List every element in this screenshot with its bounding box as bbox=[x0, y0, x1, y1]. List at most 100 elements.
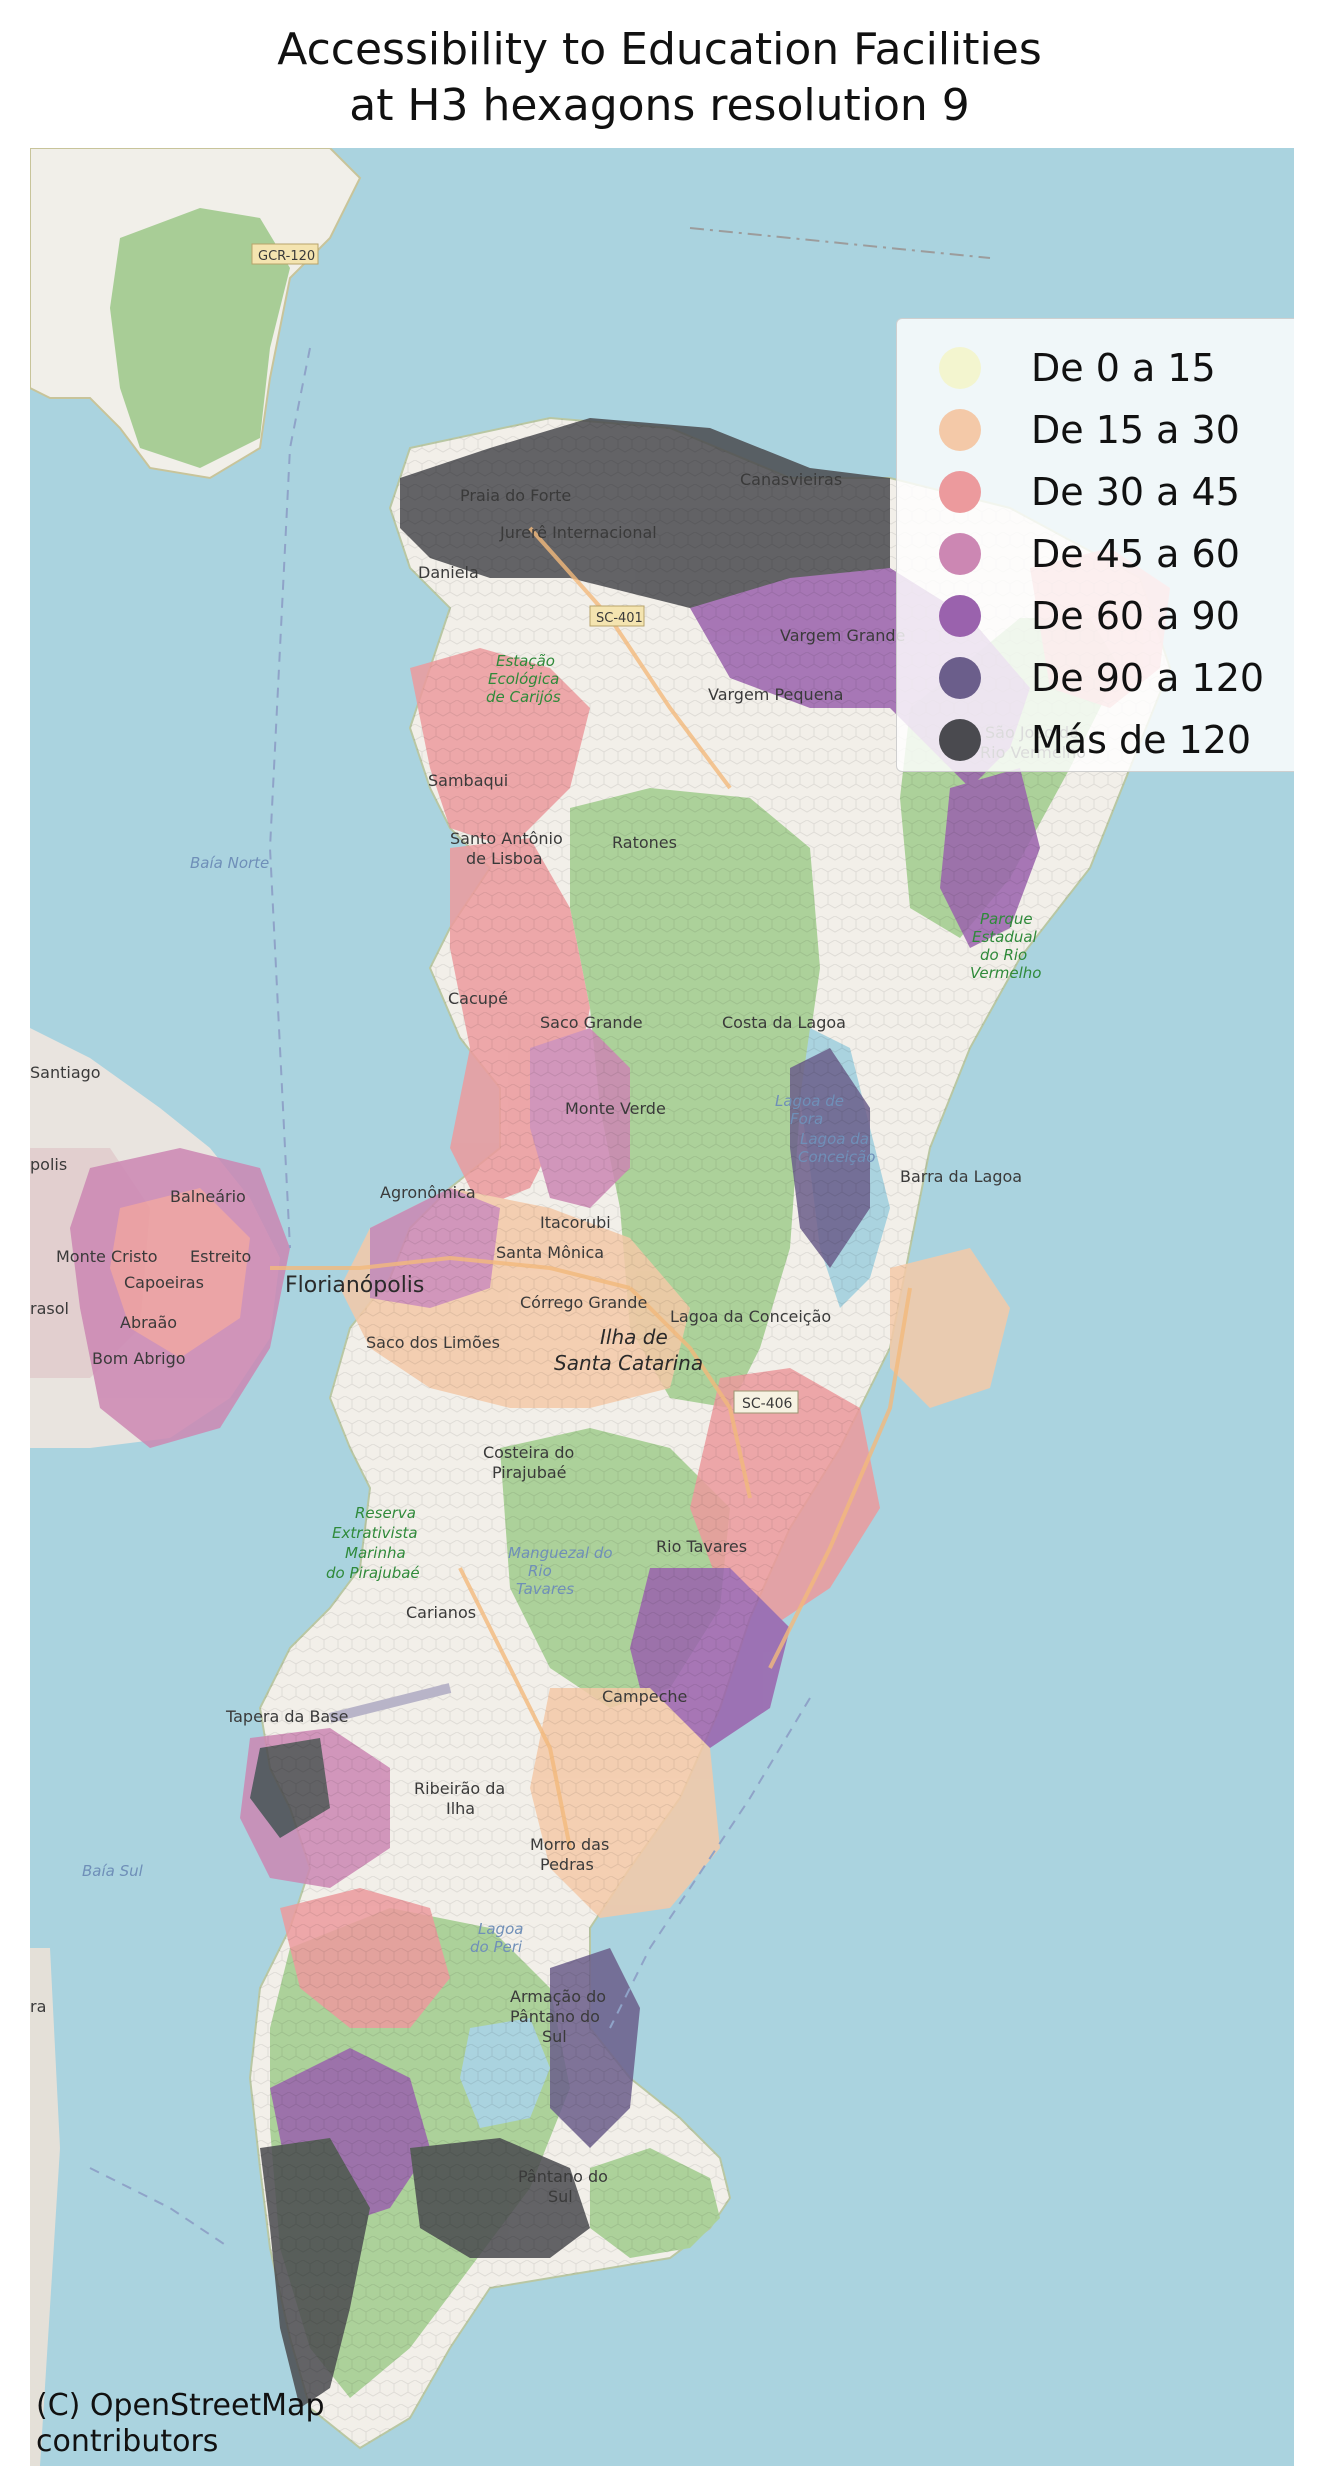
label-saco-dos-limoes: Saco dos Limões bbox=[366, 1333, 500, 1352]
label-parque-3: do Rio bbox=[980, 946, 1027, 964]
legend-label: De 45 a 60 bbox=[1031, 532, 1240, 576]
label-costa-da-lagoa: Costa da Lagoa bbox=[722, 1013, 846, 1032]
label-lagoa-2: Fora bbox=[790, 1110, 823, 1128]
label-morro-1: Morro das bbox=[530, 1835, 609, 1854]
label-vargem-grande: Vargem Grande bbox=[780, 626, 905, 645]
label-santiago: Santiago bbox=[30, 1063, 101, 1082]
label-itacorubi: Itacorubi bbox=[540, 1213, 611, 1232]
label-reserva-1: Reserva bbox=[355, 1504, 416, 1522]
label-sc401: SC-401 bbox=[596, 611, 643, 626]
label-manguezal-1: Manguezal do bbox=[508, 1544, 613, 1562]
label-armacao-3: Sul bbox=[542, 2027, 567, 2046]
label-jurere: Jurerê Internacional bbox=[499, 523, 657, 542]
label-ilha-2: Santa Catarina bbox=[554, 1351, 703, 1375]
municipal-boundary bbox=[689, 227, 991, 259]
airport-runway bbox=[328, 1683, 452, 1723]
label-canasvieiras: Canasvieiras bbox=[740, 470, 842, 489]
label-reserva-4: do Pirajubaé bbox=[326, 1564, 420, 1582]
label-vargem-pequena: Vargem Pequena bbox=[708, 685, 843, 704]
legend-item: De 0 a 15 bbox=[897, 337, 1294, 399]
label-reserva-2: Extrativista bbox=[332, 1524, 418, 1542]
label-daniela: Daniela bbox=[418, 563, 479, 582]
mainland-north-green bbox=[110, 208, 290, 468]
place-labels: GCR-120 Praia do Forte Jurerê Internacio… bbox=[30, 243, 1086, 2206]
zone-barra bbox=[890, 1248, 1010, 1408]
label-sambaqui: Sambaqui bbox=[428, 771, 508, 790]
map-attribution: (C) OpenStreetMap contributors bbox=[36, 2388, 325, 2460]
label-manguezal-2: Rio bbox=[528, 1562, 552, 1580]
label-estacao-3: de Carijós bbox=[486, 688, 561, 706]
label-costeira-1: Costeira do bbox=[483, 1443, 574, 1462]
road-shield-gcr120 bbox=[251, 243, 319, 265]
label-balneario: Balneário bbox=[170, 1187, 246, 1206]
label-morro-2: Pedras bbox=[540, 1855, 594, 1874]
legend-item: Más de 120 bbox=[897, 709, 1294, 771]
legend-item: De 45 a 60 bbox=[897, 523, 1294, 585]
label-parque-1: Parque bbox=[980, 910, 1033, 928]
label-tapera: Tapera da Base bbox=[225, 1707, 348, 1726]
label-santa-monica: Santa Mônica bbox=[496, 1243, 604, 1262]
legend-label: De 0 a 15 bbox=[1031, 346, 1216, 390]
label-estacao-2: Ecológica bbox=[488, 670, 559, 688]
label-monte-cristo: Monte Cristo bbox=[56, 1247, 158, 1266]
title-line-1: Accessibility to Education Facilities bbox=[277, 24, 1042, 75]
label-abraao: Abraão bbox=[120, 1313, 177, 1332]
label-santo-antonio-1: Santo Antônio bbox=[450, 829, 563, 848]
mainland-southwest bbox=[30, 1948, 60, 2466]
label-capoeiras: Capoeiras bbox=[124, 1273, 204, 1292]
label-corrego-grande: Córrego Grande bbox=[520, 1293, 647, 1312]
roads bbox=[270, 526, 912, 1849]
title-line-2: at H3 hexagons resolution 9 bbox=[349, 80, 970, 131]
legend-label: De 60 a 90 bbox=[1031, 594, 1240, 638]
label-bom-abrigo: Bom Abrigo bbox=[92, 1349, 186, 1368]
label-lagoa-3: Lagoa da bbox=[800, 1130, 869, 1148]
label-baia-norte: Baía Norte bbox=[190, 854, 269, 872]
label-lagoa-peri-2: do Peri bbox=[470, 1938, 523, 1956]
label-ratones: Ratones bbox=[612, 833, 677, 852]
legend-swatch-30-45 bbox=[939, 471, 981, 513]
legend-swatch-90-120 bbox=[939, 657, 981, 699]
label-ribeirao-2: Ilha bbox=[446, 1799, 475, 1818]
label-lagoa-peri-1: Lagoa bbox=[478, 1920, 523, 1938]
map-area[interactable]: GCR-120 Praia do Forte Jurerê Internacio… bbox=[30, 148, 1294, 2466]
label-cacupe: Cacupé bbox=[448, 989, 508, 1008]
label-reserva-3: Marinha bbox=[345, 1544, 406, 1562]
label-saco-grande: Saco Grande bbox=[540, 1013, 643, 1032]
legend-swatch-60-90 bbox=[939, 595, 981, 637]
label-armacao-1: Armação do bbox=[510, 1987, 606, 2006]
label-agronomica: Agronômica bbox=[380, 1183, 476, 1202]
label-estreito: Estreito bbox=[190, 1247, 251, 1266]
label-pantano-1: Pântano do bbox=[518, 2167, 608, 2186]
label-lagoa-4: Conceição bbox=[798, 1148, 875, 1166]
label-ribeirao-1: Ribeirão da bbox=[414, 1779, 505, 1798]
label-praia-do-forte: Praia do Forte bbox=[460, 486, 571, 505]
label-florianopolis: Florianópolis bbox=[285, 1273, 424, 1298]
label-pantano-2: Sul bbox=[548, 2187, 573, 2206]
legend-label: De 90 a 120 bbox=[1031, 656, 1265, 700]
label-polis: polis bbox=[30, 1155, 67, 1174]
hex-texture bbox=[250, 418, 1170, 2448]
road-shield-sc401 bbox=[589, 605, 645, 627]
legend: De 0 a 15 De 15 a 30 De 30 a 45 De 45 a … bbox=[896, 318, 1294, 772]
legend-swatch-15-30 bbox=[939, 409, 981, 451]
label-ilha-1: Ilha de bbox=[600, 1325, 668, 1349]
zone-mainland-core bbox=[110, 1188, 250, 1358]
legend-label: De 30 a 45 bbox=[1031, 470, 1240, 514]
label-estacao-1: Estação bbox=[496, 652, 555, 670]
legend-swatch-0-15 bbox=[939, 347, 981, 389]
label-baia-sul: Baía Sul bbox=[82, 1862, 144, 1880]
label-parque-2: Estadual bbox=[972, 928, 1038, 946]
legend-swatch-45-60 bbox=[939, 533, 981, 575]
label-carianos: Carianos bbox=[406, 1603, 476, 1622]
road-shield-sc406 bbox=[733, 1390, 799, 1414]
label-gcr120: GCR-120 bbox=[258, 249, 315, 264]
label-barra-da-lagoa: Barra da Lagoa bbox=[900, 1167, 1022, 1186]
label-rasol: rasol bbox=[30, 1299, 69, 1318]
legend-item: De 60 a 90 bbox=[897, 585, 1294, 647]
label-campeche: Campeche bbox=[602, 1687, 687, 1706]
legend-item: De 30 a 45 bbox=[897, 461, 1294, 523]
label-rio-tavares: Rio Tavares bbox=[656, 1537, 747, 1556]
legend-item: De 15 a 30 bbox=[897, 399, 1294, 461]
chart-title: Accessibility to Education Facilities at… bbox=[0, 22, 1319, 134]
boundaries bbox=[89, 347, 811, 2249]
